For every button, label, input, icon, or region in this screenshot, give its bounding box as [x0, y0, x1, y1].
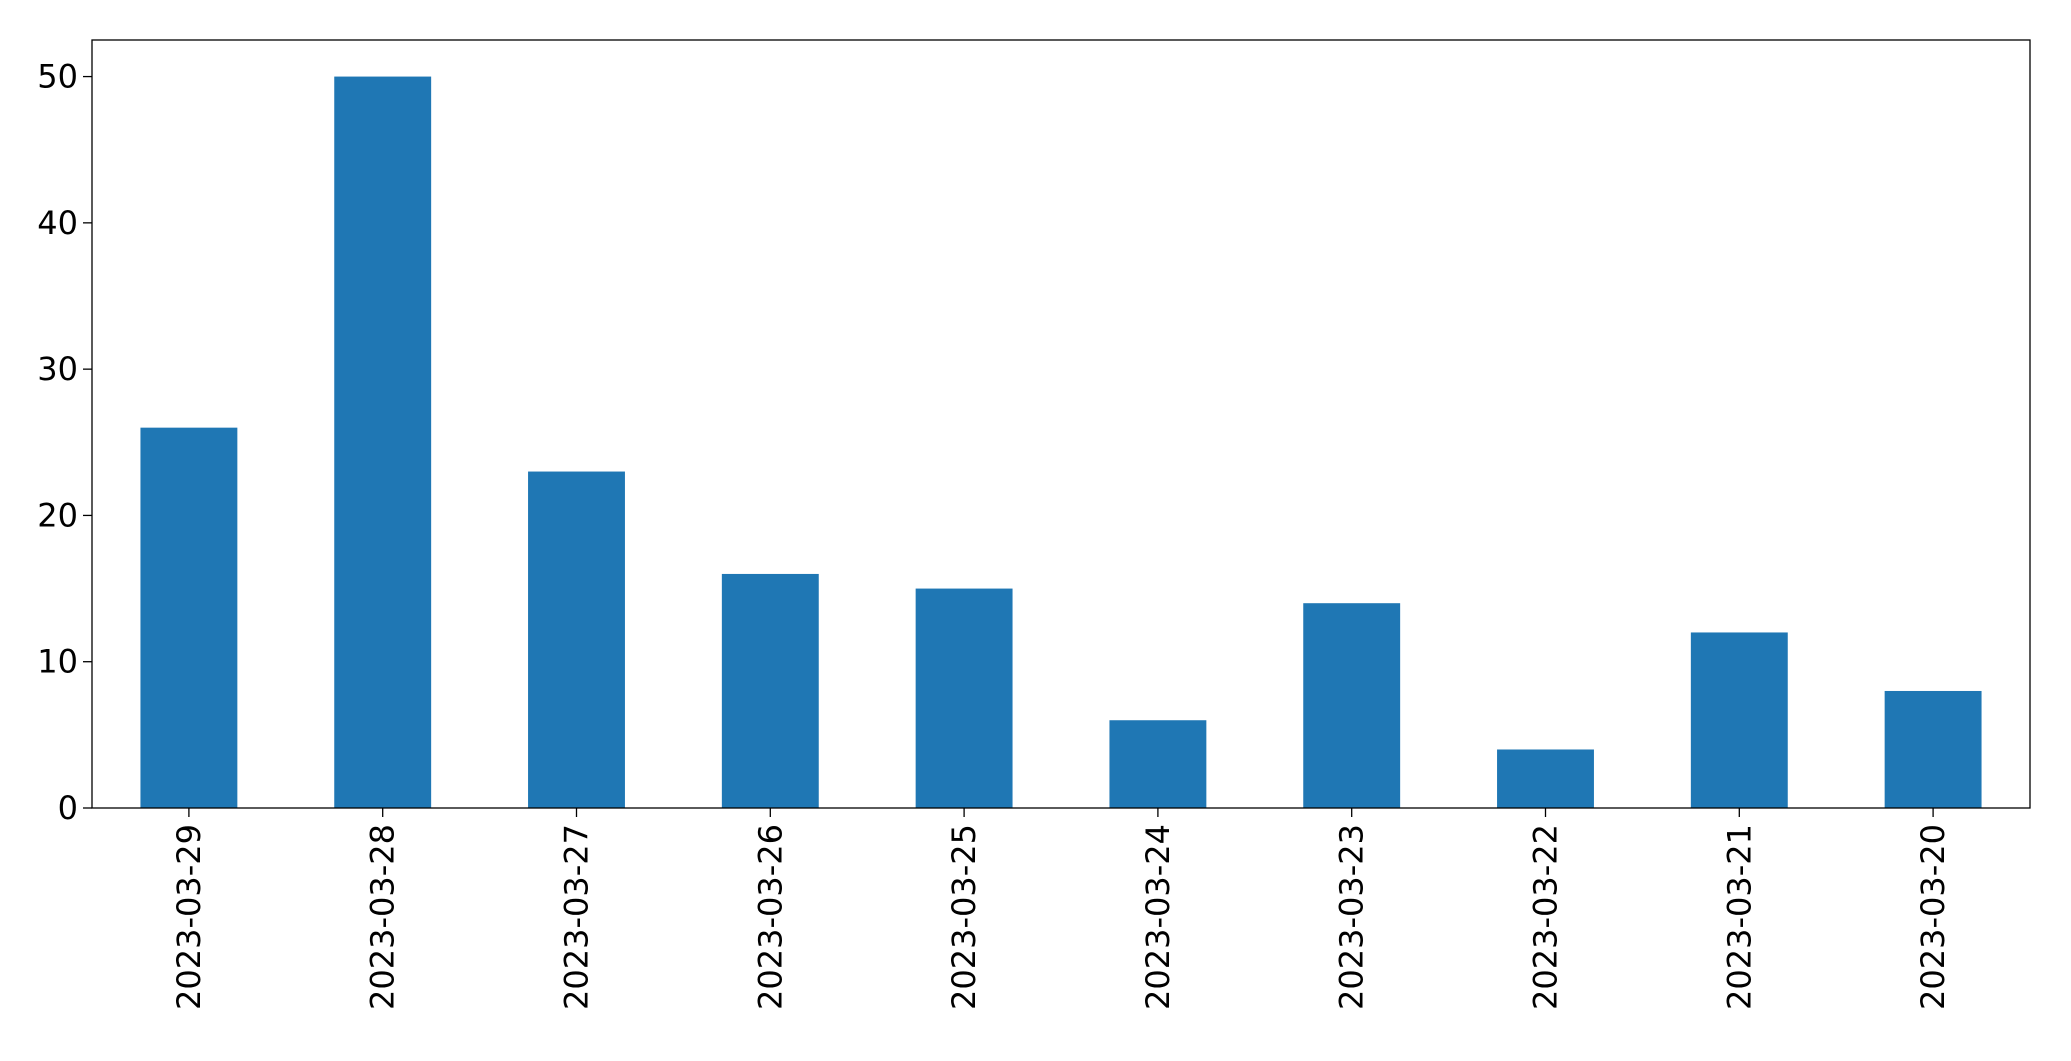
axes-frame: [91, 39, 2031, 809]
bar: [1303, 603, 1401, 808]
y-tick-label: 40: [37, 204, 78, 242]
x-tick-label: 2023-03-25: [945, 824, 983, 1010]
x-tick-label: 2023-03-28: [364, 824, 402, 1010]
bar: [528, 471, 625, 808]
y-tick-label: 20: [37, 496, 78, 534]
bar: [1497, 749, 1594, 808]
bar: [915, 588, 1013, 808]
bar: [140, 427, 238, 808]
y-tick-label: 10: [37, 643, 78, 681]
y-tick-label: 0: [58, 789, 78, 827]
x-tick-label: 2023-03-21: [1720, 824, 1758, 1010]
bar: [1884, 690, 1982, 808]
bar: [1690, 632, 1788, 808]
x-tick-label: 2023-03-22: [1527, 824, 1565, 1010]
x-tick-label: 2023-03-29: [170, 824, 208, 1010]
bar: [721, 573, 819, 808]
x-tick-label: 2023-03-23: [1333, 824, 1371, 1010]
y-tick-label: 30: [37, 350, 78, 388]
x-tick-label: 2023-03-26: [751, 824, 789, 1010]
x-tick-label: 2023-03-20: [1914, 824, 1952, 1010]
bar: [1109, 720, 1207, 808]
x-tick-label: 2023-03-27: [558, 824, 596, 1010]
y-tick-label: 50: [37, 58, 78, 96]
bar: [334, 76, 432, 809]
x-tick-label: 2023-03-24: [1139, 824, 1177, 1010]
